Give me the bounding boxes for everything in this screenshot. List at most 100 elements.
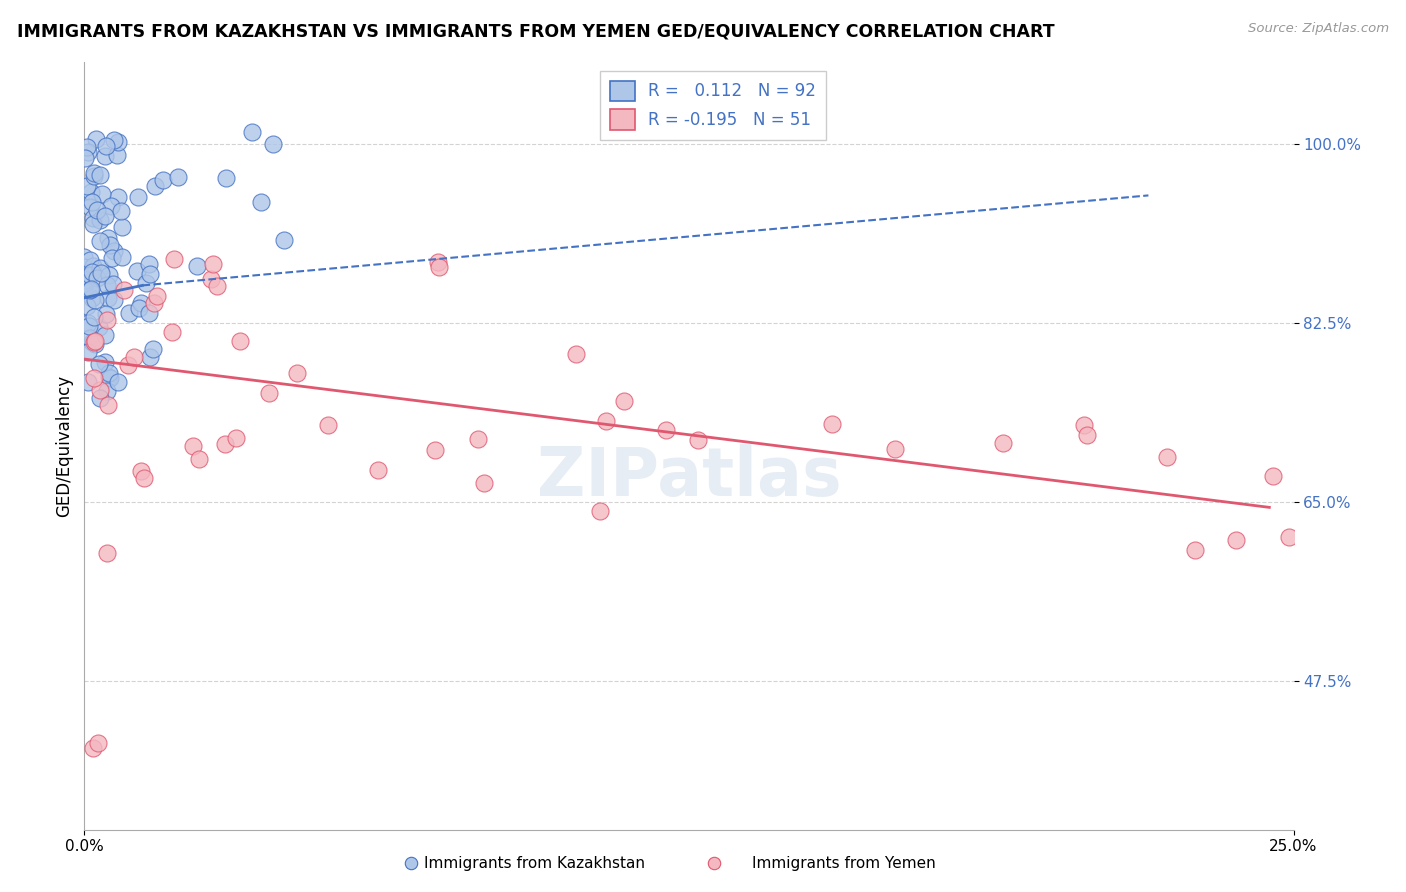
Y-axis label: GED/Equivalency: GED/Equivalency [55, 375, 73, 517]
Point [139, 350, 162, 364]
Point [80, 282, 103, 296]
Point [273, 233, 295, 247]
Point [655, 423, 678, 437]
Point [73, 151, 96, 165]
Point [167, 170, 190, 185]
Point [103, 133, 125, 147]
Point [1073, 418, 1095, 433]
Point [94, 209, 117, 223]
Point [97, 231, 120, 245]
Point [129, 464, 152, 478]
Point [107, 136, 129, 150]
Point [138, 306, 160, 320]
Point [82, 265, 104, 279]
Point [118, 306, 141, 320]
Point [90, 266, 112, 280]
Point [991, 435, 1014, 450]
Point [1156, 450, 1178, 465]
Point [688, 434, 710, 448]
Point [143, 179, 166, 194]
Point [82, 259, 104, 273]
Point [117, 358, 139, 372]
Point [612, 393, 634, 408]
Point [77, 319, 100, 334]
Point [821, 417, 844, 432]
Point [316, 417, 339, 432]
Point [76, 140, 98, 154]
Point [110, 220, 132, 235]
Point [84, 337, 107, 351]
Point [207, 279, 229, 293]
Point [201, 257, 224, 271]
Text: Source: ZipAtlas.com: Source: ZipAtlas.com [1249, 22, 1389, 36]
Point [181, 439, 204, 453]
Point [139, 267, 162, 281]
Point [427, 260, 450, 274]
Point [187, 451, 209, 466]
Point [142, 342, 165, 356]
Point [96, 278, 118, 293]
Point [89, 391, 111, 405]
Point [285, 366, 308, 380]
Point [96, 546, 118, 560]
Point [127, 264, 149, 278]
Point [89, 383, 111, 397]
Point [80, 195, 103, 210]
Point [98, 238, 121, 252]
Text: ZIPatlas: ZIPatlas [537, 443, 841, 509]
Point [86, 202, 108, 217]
Point [75, 272, 97, 286]
Point [79, 283, 101, 297]
Text: Immigrants from Yemen: Immigrants from Yemen [752, 856, 935, 871]
Point [589, 504, 612, 518]
Point [98, 268, 121, 283]
Point [1261, 469, 1284, 483]
Point [103, 244, 125, 258]
Point [94, 355, 117, 369]
Point [79, 331, 101, 345]
Point [143, 296, 166, 310]
Point [467, 432, 489, 446]
Point [89, 213, 111, 227]
Point [94, 307, 117, 321]
Point [77, 375, 100, 389]
Point [89, 260, 111, 275]
Point [702, 855, 725, 870]
Point [134, 470, 156, 484]
Point [101, 251, 124, 265]
Point [83, 166, 105, 180]
Point [97, 370, 120, 384]
Point [100, 199, 122, 213]
Point [83, 310, 105, 324]
Point [79, 268, 101, 282]
Point [105, 148, 128, 162]
Point [200, 272, 222, 286]
Point [1225, 533, 1247, 547]
Point [107, 376, 129, 390]
Point [129, 295, 152, 310]
Point [242, 125, 264, 139]
Point [107, 190, 129, 204]
Point [86, 736, 108, 750]
Point [152, 173, 174, 187]
Point [128, 301, 150, 315]
Point [225, 432, 247, 446]
Point [86, 271, 108, 285]
Point [423, 442, 446, 457]
Point [401, 855, 423, 870]
Text: IMMIGRANTS FROM KAZAKHSTAN VS IMMIGRANTS FROM YEMEN GED/EQUIVALENCY CORRELATION : IMMIGRANTS FROM KAZAKHSTAN VS IMMIGRANTS… [17, 22, 1054, 40]
Point [1278, 530, 1301, 544]
Point [146, 289, 169, 303]
Point [1184, 543, 1206, 558]
Point [80, 185, 103, 199]
Point [89, 357, 111, 371]
Point [229, 334, 252, 349]
Point [186, 259, 208, 273]
Point [77, 145, 100, 159]
Point [98, 371, 121, 385]
Point [97, 292, 120, 306]
Point [84, 293, 107, 308]
Point [83, 169, 105, 183]
Point [96, 384, 118, 398]
Point [257, 386, 280, 401]
